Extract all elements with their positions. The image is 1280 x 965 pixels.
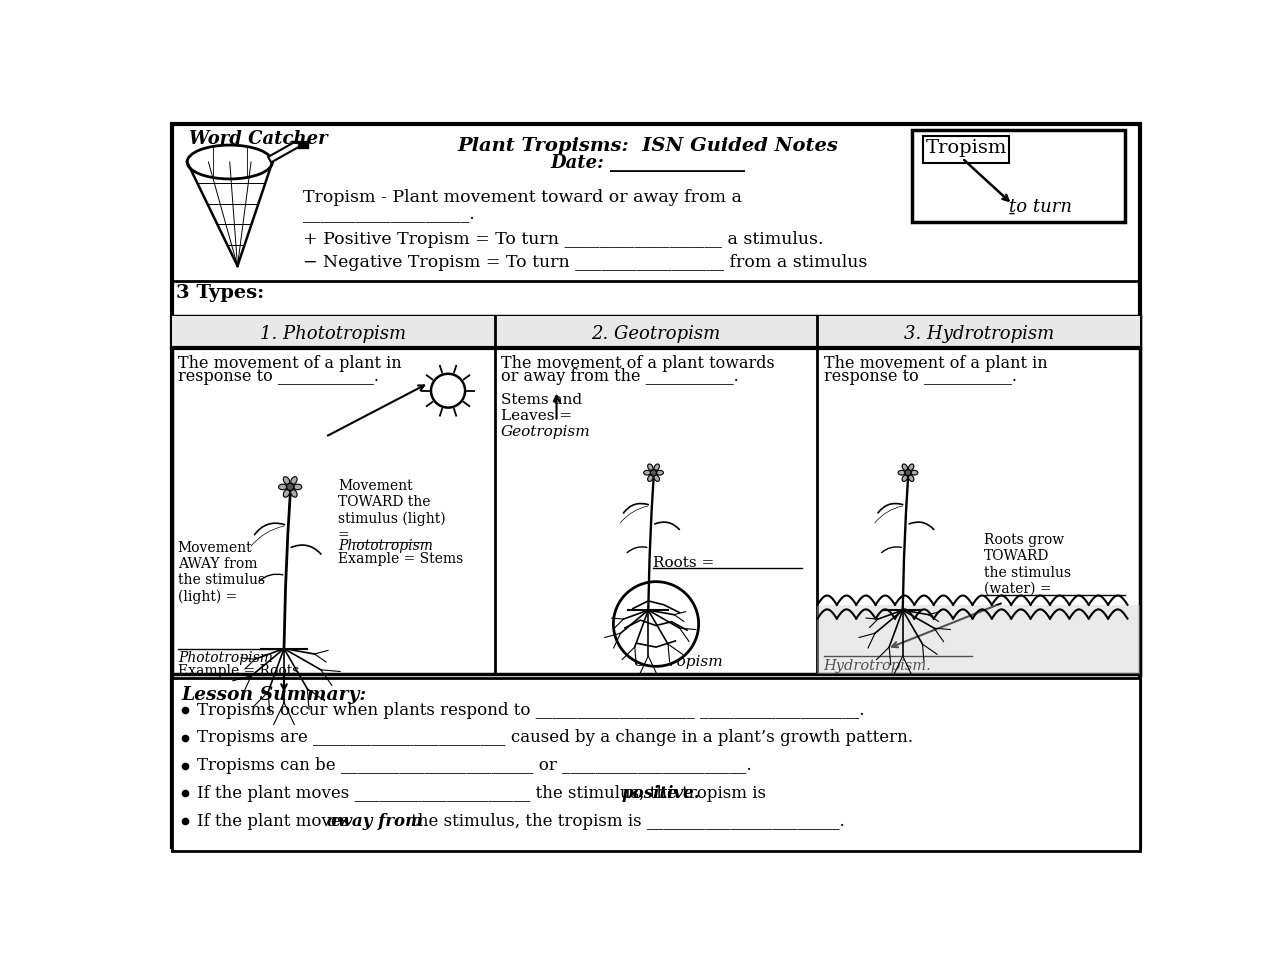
Text: or away from the ___________.: or away from the ___________. [500, 369, 739, 385]
Ellipse shape [902, 475, 908, 482]
Text: Tropisms are _______________________ caused by a change in a plant’s growth patt: Tropisms are _______________________ cau… [197, 730, 913, 747]
Text: Phototropism: Phototropism [338, 539, 433, 553]
Text: Roots =: Roots = [653, 556, 714, 570]
Ellipse shape [279, 484, 287, 489]
Circle shape [287, 483, 294, 490]
Ellipse shape [909, 475, 914, 482]
Text: away from: away from [326, 813, 422, 830]
Text: If the plant moves: If the plant moves [197, 813, 355, 830]
Text: Tropism - Plant movement toward or away from a: Tropism - Plant movement toward or away … [303, 189, 742, 206]
Text: Hydrotropism.: Hydrotropism. [823, 659, 932, 673]
Bar [172, 677, 1140, 851]
Bar [172, 316, 1140, 674]
Text: the stimulus, the tropism is _______________________.: the stimulus, the tropism is ___________… [407, 813, 845, 830]
Ellipse shape [644, 470, 650, 475]
Text: response to ___________.: response to ___________. [823, 369, 1016, 385]
Ellipse shape [654, 475, 659, 482]
Text: positive.: positive. [622, 785, 700, 802]
Text: Lesson Summary:: Lesson Summary: [182, 685, 367, 703]
Text: Movement
AWAY from
the stimulus
(light) =: Movement AWAY from the stimulus (light) … [178, 540, 265, 604]
Ellipse shape [902, 464, 908, 471]
Text: Tropism: Tropism [925, 139, 1006, 157]
Text: Stems and
Leaves =: Stems and Leaves = [500, 393, 582, 424]
Ellipse shape [899, 470, 905, 475]
Ellipse shape [911, 470, 918, 475]
Text: Phototropism: Phototropism [178, 651, 273, 665]
Bar [172, 316, 1140, 348]
Text: response to ____________.: response to ____________. [178, 369, 379, 385]
Circle shape [431, 373, 465, 407]
Ellipse shape [283, 489, 289, 497]
Ellipse shape [909, 464, 914, 471]
Text: Tropisms can be _______________________ or ______________________.: Tropisms can be _______________________ … [197, 758, 751, 774]
Text: Plant Tropisms:  ISN Guided Notes: Plant Tropisms: ISN Guided Notes [458, 137, 838, 155]
Text: Geotropism: Geotropism [500, 426, 590, 439]
Text: The movement of a plant towards: The movement of a plant towards [500, 354, 774, 372]
Ellipse shape [648, 464, 653, 471]
Text: 1. Phototropism: 1. Phototropism [260, 325, 406, 344]
Text: Tropisms occur when plants respond to ___________________ ___________________.: Tropisms occur when plants respond to __… [197, 702, 865, 719]
Text: Word Catcher: Word Catcher [189, 129, 328, 148]
Text: ___________________.: ___________________. [303, 206, 475, 223]
Ellipse shape [648, 475, 653, 482]
Text: + Positive Tropism = To turn __________________ a stimulus.: + Positive Tropism = To turn ___________… [303, 232, 824, 248]
Text: 3 Types:: 3 Types: [175, 284, 264, 302]
Text: ṯo turn: ṯo turn [1009, 198, 1071, 215]
Text: Example = Stems: Example = Stems [338, 552, 463, 566]
Text: 2. Geotropism: 2. Geotropism [591, 325, 721, 344]
Text: Geotropism: Geotropism [634, 655, 723, 669]
Ellipse shape [291, 489, 297, 497]
Circle shape [650, 470, 657, 476]
Ellipse shape [291, 477, 297, 484]
Ellipse shape [654, 464, 659, 471]
Circle shape [905, 470, 911, 476]
Circle shape [613, 582, 699, 667]
Text: If the plant moves _____________________ the stimulus, the tropism is: If the plant moves _____________________… [197, 785, 772, 802]
Text: 3. Hydrotropism: 3. Hydrotropism [904, 325, 1053, 344]
Ellipse shape [657, 470, 663, 475]
Text: Roots grow
TOWARD
the stimulus
(water) =: Roots grow TOWARD the stimulus (water) = [984, 533, 1071, 595]
Text: − Negative Tropism = To turn _________________ from a stimulus: − Negative Tropism = To turn ___________… [303, 255, 868, 271]
Text: Date: _______________: Date: _______________ [550, 154, 746, 173]
Text: Example = Roots: Example = Roots [178, 664, 300, 678]
Text: The movement of a plant in: The movement of a plant in [178, 354, 402, 372]
Bar [923, 136, 1009, 163]
Text: Movement
TOWARD the
stimulus (light)
= ___________: Movement TOWARD the stimulus (light) = _… [338, 480, 445, 543]
Text: The movement of a plant in: The movement of a plant in [823, 354, 1047, 372]
Ellipse shape [293, 484, 302, 489]
Bar [818, 605, 1140, 674]
Bar [911, 129, 1125, 222]
Ellipse shape [283, 477, 289, 484]
